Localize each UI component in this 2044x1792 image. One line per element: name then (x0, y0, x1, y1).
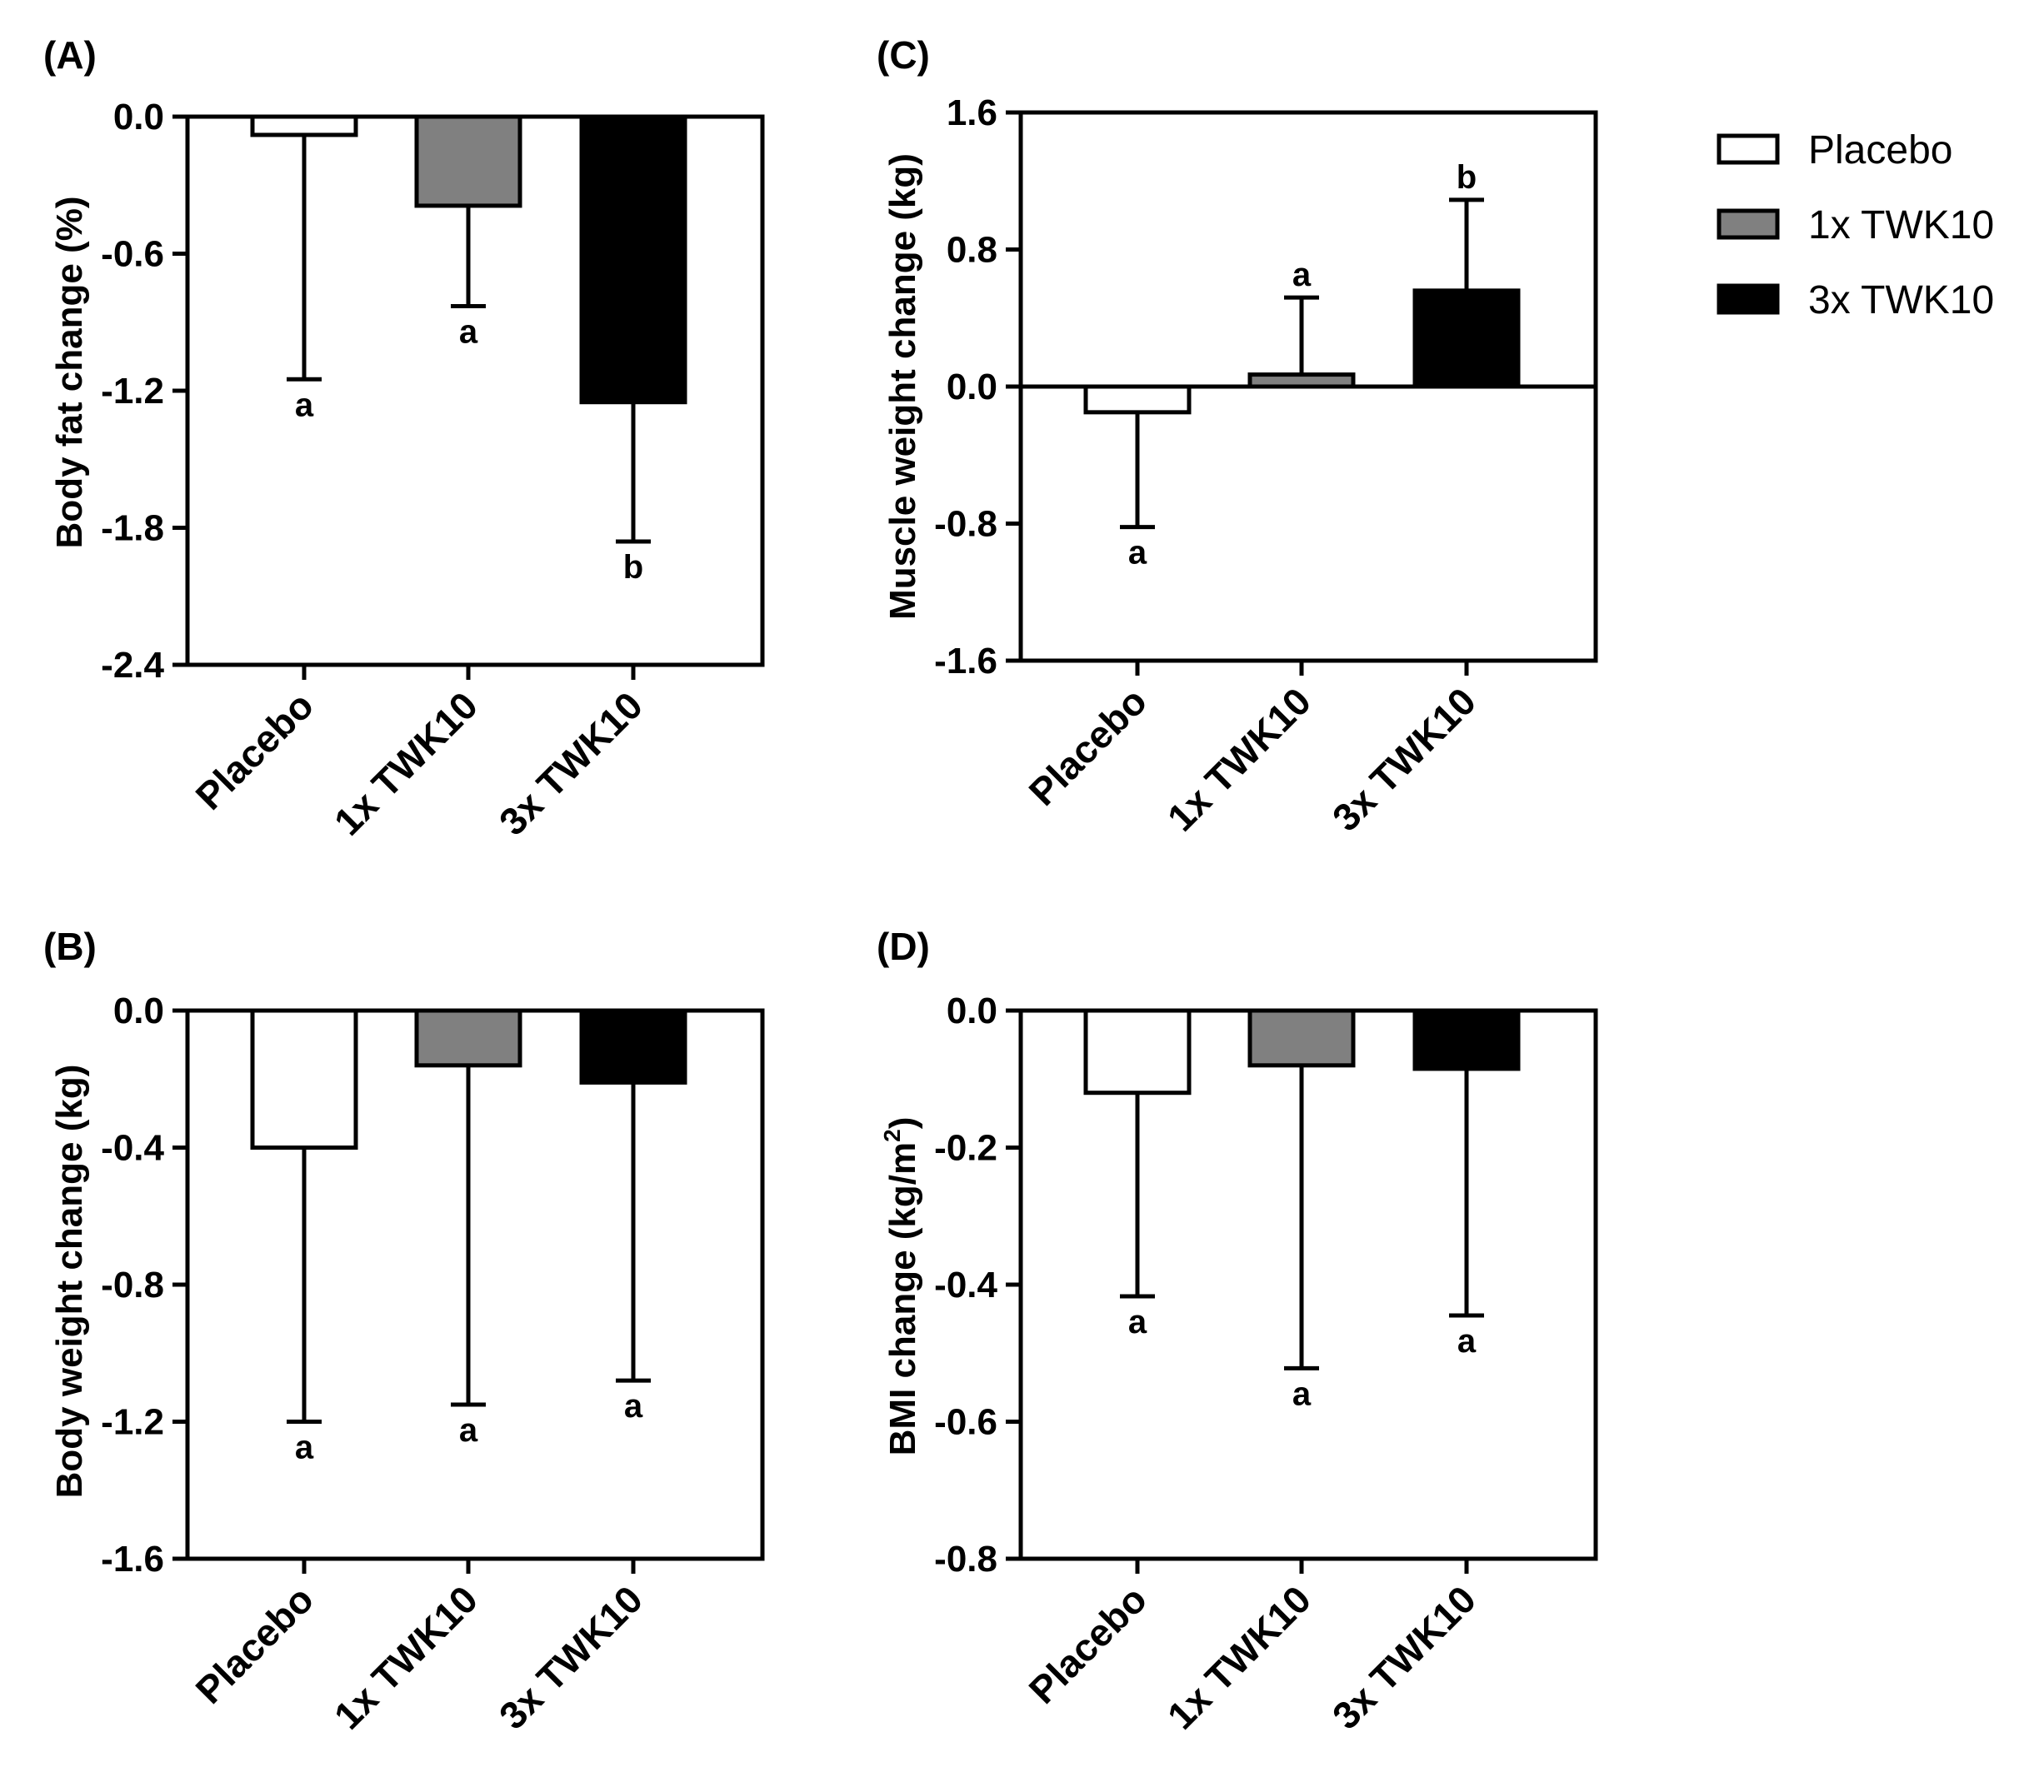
panel-d-bar-3x-twk10 (1412, 1008, 1521, 1071)
panel-d-x-category-label: 1x TWK10 (1159, 1577, 1319, 1737)
legend: Placebo 1x TWK10 3x TWK10 (1717, 128, 1994, 322)
panel-d-x-category-label: Placebo (1021, 1577, 1156, 1712)
panel-b-significance-placebo: a (295, 1430, 314, 1466)
panel-b: (B) Body weight change (kg) 0.0 -0.4 -0.8 -… (43, 925, 765, 1738)
panel-c-y-axis-title: Muscle weight change (kg) (882, 153, 923, 620)
panel-b-y-tick-label: -1.2 (101, 1402, 164, 1443)
panel-b-bar-placebo (250, 1008, 358, 1150)
panel-d-x-category-label: 3x TWK10 (1324, 1577, 1484, 1737)
panel-b-y-tick-label: -1.6 (101, 1539, 164, 1580)
panel-d-significance-3x-twk10: a (1457, 1323, 1477, 1360)
legend-label-3x-twk10: 3x TWK10 (1808, 278, 1994, 322)
panel-c: (C) Muscle weight change (kg) 1.6 0.8 0.0 -… (877, 33, 1598, 840)
panel-c-y-tick-label: -0.8 (934, 504, 997, 545)
panel-b-x-category-label: 1x TWK10 (326, 1577, 486, 1737)
panel-c-significance-3x-twk10: b (1457, 159, 1477, 196)
legend-swatch-3x-twk10 (1717, 283, 1780, 315)
panel-c-y-tick-label: -1.6 (934, 641, 997, 681)
panel-b-significance-3x-twk10: a (624, 1388, 643, 1425)
panel-c-x-category-label: Placebo (1021, 679, 1156, 814)
panel-b-significance-1x-twk10: a (459, 1412, 478, 1449)
panel-a-significance-placebo: a (295, 387, 314, 423)
panel-b-bar-3x-twk10 (579, 1008, 687, 1085)
panel-a-x-category-label: 3x TWK10 (491, 683, 651, 843)
panel-a-y-tick-label: -2.4 (101, 645, 164, 686)
legend-swatch-placebo (1717, 133, 1780, 165)
panel-a-bar-3x-twk10 (579, 114, 687, 405)
panel-d-bar-placebo (1083, 1008, 1192, 1096)
panel-a-letter: (A) (43, 33, 97, 77)
panel-c-y-tick-label: 0.8 (947, 230, 997, 271)
panel-a-x-category-label: Placebo (187, 683, 322, 818)
panel-b-y-tick-label: 0.0 (113, 991, 164, 1031)
panel-b-x-category-label: 3x TWK10 (491, 1577, 651, 1737)
panel-a-bar-placebo (250, 114, 358, 137)
panel-d-y-tick-label: -0.4 (934, 1265, 997, 1305)
panel-c-significance-1x-twk10: a (1292, 257, 1312, 293)
panel-b-y-axis-title: Body weight change (kg) (49, 1065, 90, 1499)
panel-a-bar-1x-twk10 (414, 114, 522, 208)
panel-c-bar-1x-twk10 (1247, 372, 1356, 389)
panel-d-y-axis-title: BMI change (kg/m2) (879, 1117, 923, 1456)
panel-c-y-tick-label: 0.0 (947, 367, 997, 407)
panel-c-bar-3x-twk10 (1412, 288, 1521, 389)
panel-b-y-tick-label: -0.4 (101, 1128, 164, 1169)
panel-d-letter: (D) (877, 925, 930, 968)
panel-d: (D) BMI change (kg/m2) 0.0 -0.2 -0.4 -0.6 -0… (877, 925, 1598, 1738)
panel-a-y-tick-label: -1.8 (101, 508, 164, 549)
panel-b-x-category-label: Placebo (187, 1577, 322, 1712)
panel-d-significance-placebo: a (1128, 1304, 1147, 1340)
panel-d-y-tick-label: 0.0 (947, 991, 997, 1031)
panel-b-y-tick-label: -0.8 (101, 1265, 164, 1305)
panel-d-y-axis-title-superscript: 2 (879, 1129, 905, 1142)
panel-c-x-category-label: 3x TWK10 (1324, 679, 1484, 839)
panel-d-y-tick-label: -0.2 (934, 1128, 997, 1169)
panel-a-significance-1x-twk10: a (459, 314, 478, 351)
panel-a-significance-3x-twk10: b (623, 549, 643, 586)
panel-a-y-tick-label: -0.6 (101, 234, 164, 275)
panel-a-y-axis-title: Body fat change (%) (49, 197, 90, 549)
panel-a-y-tick-label: -1.2 (101, 371, 164, 412)
panel-d-y-tick-label: -0.8 (934, 1539, 997, 1580)
panel-a-x-category-label: 1x TWK10 (326, 683, 486, 843)
panel-c-bar-placebo (1083, 384, 1192, 415)
panel-a-y-tick-label: 0.0 (113, 97, 164, 137)
panel-c-letter: (C) (877, 33, 930, 77)
panel-d-y-tick-label: -0.6 (934, 1402, 997, 1443)
panel-a: (A) Body fat change (%) 0.0 -0.6 -1.2 -1.8 -… (43, 33, 765, 844)
legend-label-placebo: Placebo (1808, 128, 1952, 172)
panel-c-significance-placebo: a (1128, 535, 1147, 572)
legend-swatch-1x-twk10 (1717, 208, 1780, 240)
panel-d-y-axis-title-main: BMI change (kg/m (882, 1142, 923, 1456)
panel-d-bar-1x-twk10 (1247, 1008, 1356, 1068)
panel-c-y-tick-label: 1.6 (947, 92, 997, 133)
panel-d-y-axis-title-end: ) (882, 1117, 923, 1130)
panel-d-significance-1x-twk10: a (1292, 1375, 1312, 1412)
panel-c-x-category-label: 1x TWK10 (1159, 679, 1319, 839)
panel-b-letter: (B) (43, 925, 97, 968)
panel-b-bar-1x-twk10 (414, 1008, 522, 1068)
legend-label-1x-twk10: 1x TWK10 (1808, 203, 1994, 247)
